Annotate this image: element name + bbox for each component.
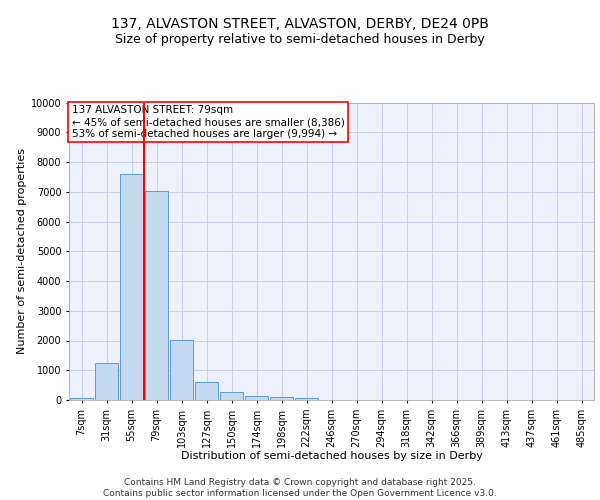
- Bar: [70, 398, 94, 400]
- Text: 137 ALVASTON STREET: 79sqm
← 45% of semi-detached houses are smaller (8,386)
53%: 137 ALVASTON STREET: 79sqm ← 45% of semi…: [71, 106, 344, 138]
- Bar: [295, 398, 319, 400]
- Text: Size of property relative to semi-detached houses in Derby: Size of property relative to semi-detach…: [115, 32, 485, 46]
- Bar: [269, 396, 293, 400]
- Bar: [170, 340, 193, 400]
- Text: 137, ALVASTON STREET, ALVASTON, DERBY, DE24 0PB: 137, ALVASTON STREET, ALVASTON, DERBY, D…: [111, 18, 489, 32]
- Bar: [245, 396, 268, 400]
- Bar: [145, 191, 169, 400]
- Bar: [220, 392, 244, 400]
- Bar: [119, 174, 143, 400]
- Text: Contains HM Land Registry data © Crown copyright and database right 2025.
Contai: Contains HM Land Registry data © Crown c…: [103, 478, 497, 498]
- X-axis label: Distribution of semi-detached houses by size in Derby: Distribution of semi-detached houses by …: [181, 452, 482, 462]
- Bar: [194, 382, 218, 400]
- Y-axis label: Number of semi-detached properties: Number of semi-detached properties: [17, 148, 26, 354]
- Bar: [95, 364, 118, 400]
